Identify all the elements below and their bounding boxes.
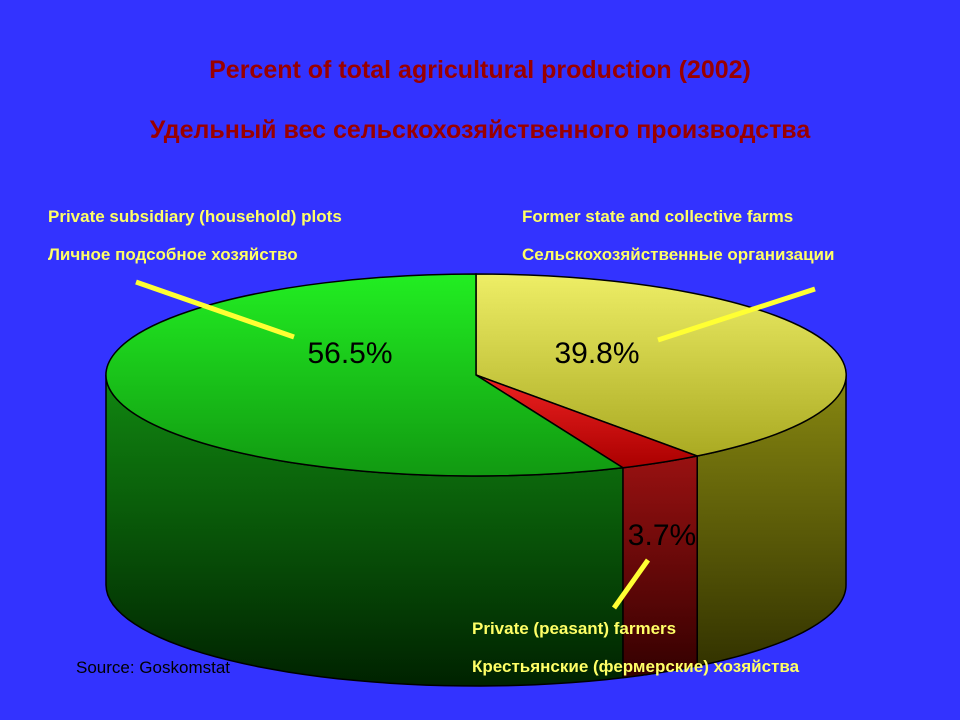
pie-slice-state-farms (475, 273, 847, 457)
data-label-household: 56.5% (307, 337, 392, 370)
label-peasant-ru: Крестьянские (фермерские) хозяйства (472, 657, 800, 676)
pie-side-peasant (622, 455, 698, 679)
chart-subtitle: Удельный вес сельскохозяйственного произ… (149, 116, 811, 144)
label-household-ru: Личное подсобное хозяйство (48, 245, 298, 264)
label-household-en: Private subsidiary (household) plots (48, 207, 342, 226)
source-note: Source: Goskomstat (76, 658, 231, 677)
leader-line-peasant (611, 558, 651, 610)
leader-line-household (135, 279, 295, 340)
label-state-farms-en: Former state and collective farms (522, 207, 794, 226)
data-label-state-farms: 39.8% (554, 337, 639, 370)
leader-line-state-farms (657, 286, 816, 343)
chart-title: Percent of total agricultural production… (209, 56, 751, 84)
label-peasant-en: Private (peasant) farmers (472, 619, 677, 638)
label-state-farms-ru: Сельскохозяйственные организации (522, 245, 835, 264)
data-label-peasant: 3.7% (628, 519, 696, 552)
pie-slice-household (105, 273, 626, 477)
